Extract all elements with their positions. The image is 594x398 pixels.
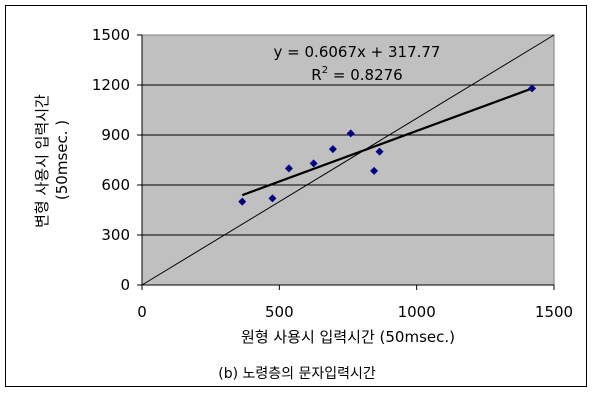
r-squared-prefix: R [311,66,321,84]
reference-line [141,34,555,286]
trend-equation: y = 0.6067x + 317.77 [274,43,441,61]
data-points [238,84,537,206]
y-axis-label-line1: 변형 사용시 입력시간 [33,94,51,228]
trendline [241,87,533,197]
data-point-9 [528,84,537,93]
reference-line-group [141,34,555,286]
y-tick-label-0: 0 [120,276,130,294]
data-point-1 [238,197,247,206]
x-tick-label-0: 0 [137,303,147,321]
y-tick-label-600: 600 [101,176,130,194]
data-point-7 [370,166,379,175]
x-tick-label-1500: 1500 [535,303,573,321]
y-tick-labels: 0 300 600 900 1200 1500 [92,26,130,294]
data-point-3 [284,164,293,173]
r-squared-exponent: 2 [322,65,328,76]
r-squared-value: = 0.8276 [328,66,403,84]
y-tick-label-900: 900 [101,126,130,144]
data-point-8 [375,147,384,156]
data-point-2 [268,194,277,203]
figure-caption: (b) 노령층의 문자입력시간 [218,366,376,382]
y-tick-label-300: 300 [101,226,130,244]
data-point-5 [328,145,337,154]
data-point-6 [346,129,355,138]
x-tick-label-1000: 1000 [398,303,436,321]
x-tick-labels: 0 500 1000 1500 [137,303,573,321]
y-tick-label-1500: 1500 [92,26,130,44]
y-tick-label-1200: 1200 [92,76,130,94]
y-axis-label-line2: (50msec. ) [53,120,71,200]
data-point-4 [309,159,318,168]
grid-lines [137,34,555,290]
trendline-group [241,87,533,197]
x-tick-label-500: 500 [265,303,294,321]
r-squared-label: R2 = 0.8276 [311,65,402,84]
x-axis-label: 원형 사용시 입력시간 (50msec.) [241,328,455,346]
